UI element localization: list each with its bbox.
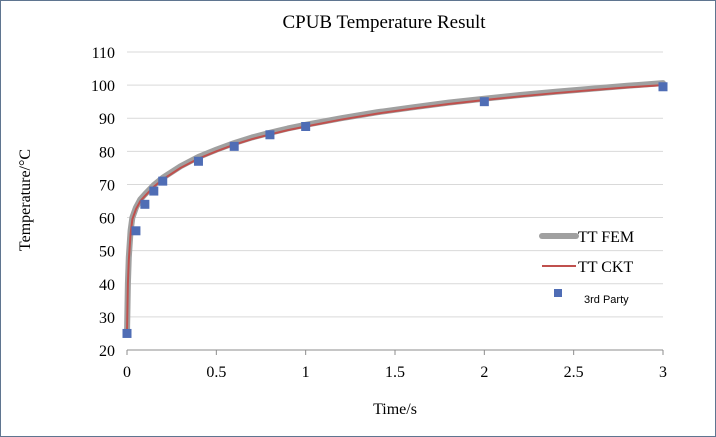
grid-lines bbox=[127, 51, 663, 318]
scatter-point-3rd-party bbox=[149, 186, 159, 196]
chart-title: CPUB Temperature Result bbox=[282, 12, 486, 33]
legend-label-tt-ckt: TT CKT bbox=[578, 259, 633, 276]
scatter-point-3rd-party bbox=[158, 176, 168, 186]
series-line-tt-ckt bbox=[126, 84, 664, 335]
y-tick-labels: 20 30 40 50 60 70 80 90 100 110 bbox=[91, 45, 115, 360]
x-tick-label: 1 bbox=[302, 364, 310, 381]
scatter-point-3rd-party bbox=[193, 156, 203, 166]
x-tick-label: 0 bbox=[123, 364, 131, 381]
scatter-point-3rd-party bbox=[265, 130, 275, 140]
legend-label-tt-fem: TT FEM bbox=[578, 229, 634, 246]
series-line-tt-fem bbox=[124, 80, 666, 337]
scatter-point-3rd-party bbox=[301, 122, 311, 131]
x-tick-label: 2.5 bbox=[564, 364, 584, 381]
legend-swatch-3rd-party bbox=[554, 289, 562, 297]
scatter-point-3rd-party bbox=[229, 141, 239, 151]
scatter-point-3rd-party bbox=[658, 82, 668, 92]
scatter-point-3rd-party bbox=[122, 328, 132, 338]
y-tick-label: 70 bbox=[99, 177, 115, 194]
x-tick-label: 0.5 bbox=[206, 364, 226, 381]
x-tick-label: 3 bbox=[659, 364, 667, 381]
y-tick-label: 20 bbox=[99, 343, 115, 360]
legend: TT FEM TT CKT 3rd Party bbox=[539, 229, 634, 306]
scatter-point-3rd-party bbox=[140, 199, 150, 209]
y-tick-label: 80 bbox=[99, 144, 115, 161]
y-axis-label: Temperature/°C bbox=[17, 149, 34, 251]
axes bbox=[126, 349, 664, 355]
y-tick-label: 90 bbox=[99, 111, 115, 128]
legend-label-3rd-party: 3rd Party bbox=[584, 294, 629, 306]
series-layer bbox=[122, 80, 668, 338]
x-tick-label: 2 bbox=[480, 364, 488, 381]
y-tick-label: 110 bbox=[92, 45, 115, 62]
scatter-point-3rd-party bbox=[131, 226, 141, 236]
y-tick-label: 40 bbox=[99, 277, 115, 294]
scatter-point-3rd-party bbox=[479, 97, 489, 107]
x-tick-label: 1.5 bbox=[385, 364, 405, 381]
y-tick-label: 30 bbox=[99, 310, 115, 327]
y-tick-label: 100 bbox=[91, 78, 115, 95]
x-axis-label: Time/s bbox=[373, 401, 417, 418]
y-tick-label: 60 bbox=[99, 211, 115, 228]
x-tick-labels: 0 0.5 1 1.5 2 2.5 3 bbox=[123, 364, 667, 381]
y-tick-label: 50 bbox=[99, 244, 115, 261]
